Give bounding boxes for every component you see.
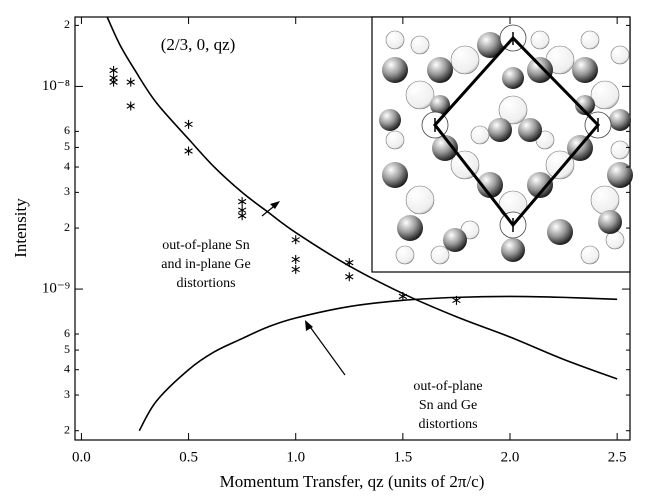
- point: [185, 120, 193, 129]
- y-tick-label: 3: [64, 387, 70, 401]
- annotation: (2/3, 0, qz): [161, 35, 236, 54]
- x-tick-label: 2.5: [608, 449, 627, 465]
- annotation: Sn and Ge: [419, 398, 477, 413]
- point: [345, 272, 353, 281]
- point: [110, 66, 118, 75]
- chart: Intensity Momentum Transfer, qz (units o…: [0, 0, 647, 496]
- y-tick-label: 10⁻⁸: [42, 78, 70, 94]
- annotation: distortions: [418, 417, 477, 432]
- point: [238, 211, 246, 220]
- point: [185, 147, 193, 156]
- y-axis-label: Intensity: [11, 198, 30, 258]
- y-tick-label: 6: [64, 326, 70, 340]
- y-tick-label: 10⁻⁹: [42, 281, 70, 297]
- inset: [372, 17, 633, 272]
- point: [292, 255, 300, 264]
- point: [238, 197, 246, 206]
- point: [292, 265, 300, 274]
- annotation: and in-plane Ge: [161, 257, 250, 272]
- y-tick-label: 2: [64, 422, 70, 436]
- annotation: distortions: [176, 276, 235, 291]
- point: [292, 235, 300, 244]
- x-tick-label: 0.0: [72, 449, 91, 465]
- x-tick-label: 0.5: [179, 449, 198, 465]
- page: {"chart_data": { "type": "scatter", "y_l…: [0, 0, 647, 496]
- x-axis-label: Momentum Transfer, qz (units of 2π/c): [220, 472, 485, 491]
- annotation: out-of-plane Sn: [162, 238, 249, 253]
- point: [127, 102, 135, 111]
- y-tick-label: 5: [64, 139, 70, 153]
- y-tick-label: 2: [64, 17, 70, 31]
- y-tick-label: 3: [64, 184, 70, 198]
- y-tick-label: 4: [64, 361, 70, 375]
- annotation-arrow: [308, 324, 345, 375]
- y-tick-label: 5: [64, 342, 70, 356]
- y-tick-label: 2: [64, 220, 70, 234]
- x-tick-label: 1.0: [286, 449, 305, 465]
- point: [127, 78, 135, 87]
- y-tick-label: 4: [64, 159, 70, 173]
- curve: [139, 296, 617, 430]
- y-tick-label: 6: [64, 123, 70, 137]
- annotation: out-of-plane: [413, 379, 482, 394]
- x-tick-label: 2.0: [501, 449, 520, 465]
- x-tick-label: 1.5: [393, 449, 412, 465]
